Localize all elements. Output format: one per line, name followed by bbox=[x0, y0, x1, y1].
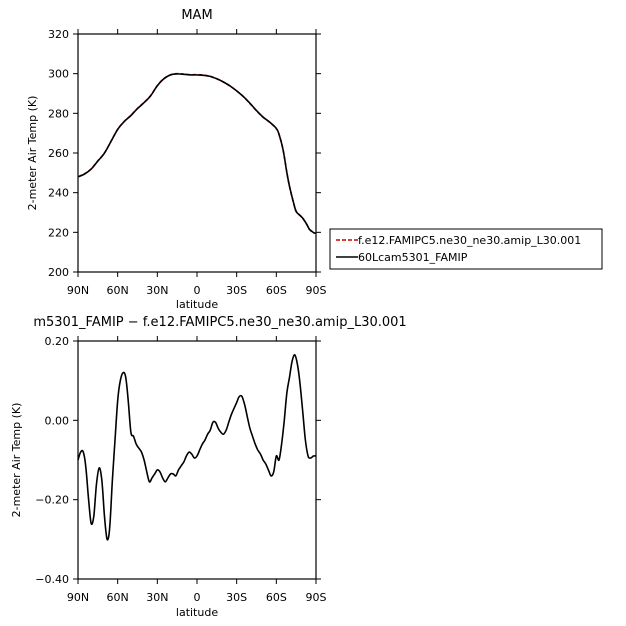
bottom-chart-title: m5301_FAMIP − f.e12.FAMIPC5.ne30_ne30.am… bbox=[33, 315, 406, 330]
top-plot-frame bbox=[77, 33, 317, 273]
bottom-x-tick-label: 90N bbox=[67, 591, 89, 604]
top-y-tick-label: 280 bbox=[48, 107, 69, 120]
bottom-y-axis-label: 2-meter Air Temp (K) bbox=[10, 403, 23, 518]
legend-label-series-2: 60Lcam5301_FAMIP bbox=[358, 251, 468, 264]
bottom-y-tick-label: 0.00 bbox=[45, 414, 70, 427]
bottom-x-tick-label: 30N bbox=[146, 591, 168, 604]
legend: f.e12.FAMIPC5.ne30_ne30.amip_L30.001 60L… bbox=[329, 228, 603, 270]
bottom-series-group bbox=[77, 354, 317, 541]
top-x-tick-label: 30N bbox=[146, 284, 168, 297]
bottom-series-line-1 bbox=[77, 354, 317, 541]
top-y-tick-label: 320 bbox=[48, 28, 69, 41]
top-x-tick-label: 90S bbox=[306, 284, 327, 297]
bottom-x-tick-label: 60S bbox=[266, 591, 287, 604]
top-y-axis-label: 2-meter Air Temp (K) bbox=[26, 96, 39, 211]
top-x-axis-label: latitude bbox=[176, 298, 218, 311]
bottom-x-tick-label: 90S bbox=[306, 591, 327, 604]
bottom-x-tick-label: 30S bbox=[226, 591, 247, 604]
bottom-x-tick-label: 60N bbox=[107, 591, 129, 604]
bottom-x-tick-label: 0 bbox=[194, 591, 201, 604]
top-x-tick-label: 60N bbox=[107, 284, 129, 297]
top-x-axis: 90N 60N 30N 0 30S 60S 90S bbox=[67, 29, 327, 297]
top-x-tick-label: 60S bbox=[266, 284, 287, 297]
bottom-x-axis-label: latitude bbox=[176, 606, 218, 619]
bottom-y-axis: −0.40 −0.20 0.00 0.20 bbox=[35, 335, 321, 586]
top-chart-title: MAM bbox=[181, 8, 212, 23]
top-y-tick-label: 240 bbox=[48, 187, 69, 200]
top-y-tick-label: 220 bbox=[48, 226, 69, 239]
top-x-tick-label: 30S bbox=[226, 284, 247, 297]
top-y-tick-label: 260 bbox=[48, 147, 69, 160]
top-y-tick-label: 200 bbox=[48, 266, 69, 279]
top-y-tick-label: 300 bbox=[48, 68, 69, 81]
bottom-panel: m5301_FAMIP − f.e12.FAMIPC5.ne30_ne30.am… bbox=[10, 315, 407, 619]
bottom-y-tick-label: −0.40 bbox=[35, 573, 69, 586]
top-x-tick-label: 90N bbox=[67, 284, 89, 297]
top-x-tick-label: 0 bbox=[194, 284, 201, 297]
legend-label-series-1: f.e12.FAMIPC5.ne30_ne30.amip_L30.001 bbox=[358, 234, 581, 247]
top-series-group bbox=[77, 72, 317, 235]
legend-box bbox=[329, 228, 603, 270]
top-panel: MAM 200 220 240 260 280 300 320 90N 60N 30N 0 30S 6… bbox=[26, 8, 327, 311]
bottom-x-axis: 90N 60N 30N 0 30S 60S 90S bbox=[67, 336, 327, 604]
bottom-y-tick-label: 0.20 bbox=[45, 335, 70, 348]
bottom-y-tick-label: −0.20 bbox=[35, 494, 69, 507]
top-y-axis: 200 220 240 260 280 300 320 bbox=[48, 28, 321, 279]
top-series-line-2 bbox=[77, 73, 317, 235]
top-series-line-1 bbox=[77, 72, 317, 234]
